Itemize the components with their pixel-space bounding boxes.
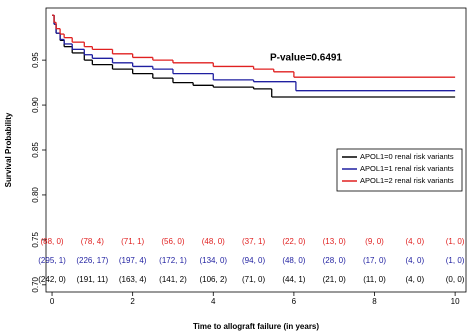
at-risk-count: (48, 0) <box>202 237 225 246</box>
at-risk-count: (56, 0) <box>161 237 184 246</box>
at-risk-count: (37, 1) <box>242 237 265 246</box>
at-risk-count: (17, 0) <box>363 256 386 265</box>
legend-label: APOL1=1 renal risk variants <box>360 164 454 173</box>
at-risk-count: (4, 0) <box>405 256 424 265</box>
y-tick-label: 0.85 <box>31 142 40 158</box>
at-risk-count: (134, 0) <box>199 256 227 265</box>
at-risk-count: (172, 1) <box>159 256 187 265</box>
x-tick-label: 2 <box>130 297 135 306</box>
x-tick-label: 0 <box>50 297 55 306</box>
at-risk-count: (4, 0) <box>405 275 424 284</box>
at-risk-count: (48, 0) <box>282 256 305 265</box>
at-risk-count: (88, 0) <box>40 237 63 246</box>
y-tick-label: 0.80 <box>31 187 40 203</box>
x-tick-label: 4 <box>211 297 216 306</box>
at-risk-count: (197, 4) <box>119 256 147 265</box>
at-risk-count: (28, 0) <box>323 256 346 265</box>
at-risk-count: (242, 0) <box>38 275 66 284</box>
y-tick-label: 0.90 <box>31 97 40 113</box>
at-risk-count: (22, 0) <box>282 237 305 246</box>
at-risk-count: (13, 0) <box>323 237 346 246</box>
at-risk-count: (191, 11) <box>77 275 109 284</box>
y-tick-label: 0.70 <box>31 276 40 292</box>
x-axis-title: Time to allograft failure (in years) <box>193 322 319 331</box>
y-tick-label: 0.95 <box>31 52 40 68</box>
at-risk-count: (106, 2) <box>199 275 227 284</box>
at-risk-count: (94, 0) <box>242 256 265 265</box>
at-risk-count: (226, 17) <box>76 256 108 265</box>
x-tick-label: 10 <box>451 297 460 306</box>
at-risk-count: (295, 1) <box>38 256 66 265</box>
at-risk-count: (71, 1) <box>121 237 144 246</box>
at-risk-count: (78, 4) <box>81 237 104 246</box>
x-tick-label: 6 <box>292 297 297 306</box>
legend-label: APOL1=0 renal risk variants <box>360 152 454 161</box>
at-risk-count: (1, 0) <box>446 237 465 246</box>
x-tick-label: 8 <box>372 297 377 306</box>
at-risk-count: (163, 4) <box>119 275 147 284</box>
at-risk-count: (141, 2) <box>159 275 187 284</box>
at-risk-count: (71, 0) <box>242 275 265 284</box>
at-risk-count: (44, 1) <box>282 275 305 284</box>
at-risk-count: (9, 0) <box>365 237 384 246</box>
p-value: P-value=0.6491 <box>270 53 342 64</box>
at-risk-count: (21, 0) <box>323 275 346 284</box>
at-risk-count: (0, 0) <box>446 275 465 284</box>
at-risk-count: (1, 0) <box>446 256 465 265</box>
y-tick-label: 0.75 <box>31 232 40 248</box>
at-risk-count: (11, 0) <box>363 275 386 284</box>
y-axis-title: Survival Probability <box>4 112 13 187</box>
legend-label: APOL1=2 renal risk variants <box>360 176 454 185</box>
at-risk-count: (4, 0) <box>405 237 424 246</box>
legend-box <box>336 148 463 192</box>
